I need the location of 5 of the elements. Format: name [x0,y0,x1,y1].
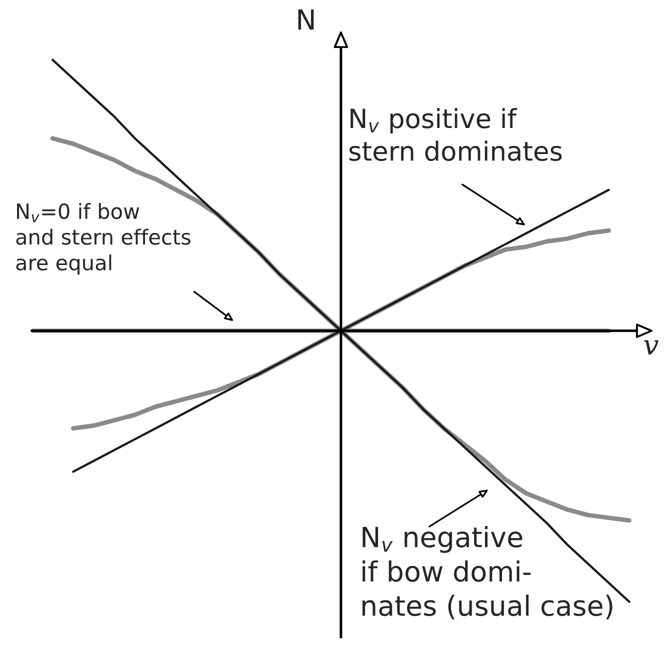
y-axis-title: N [298,9,314,30]
x-axis-title: v [644,340,659,355]
annotation: N$_{v}$ negative if bow domi- nates (usual case) [362,526,612,620]
annotation: N$_{v}$=0 if bow and stern effects are equal [16,202,190,275]
annotation: N$_{v}$ positive if stern dominates [349,108,562,162]
